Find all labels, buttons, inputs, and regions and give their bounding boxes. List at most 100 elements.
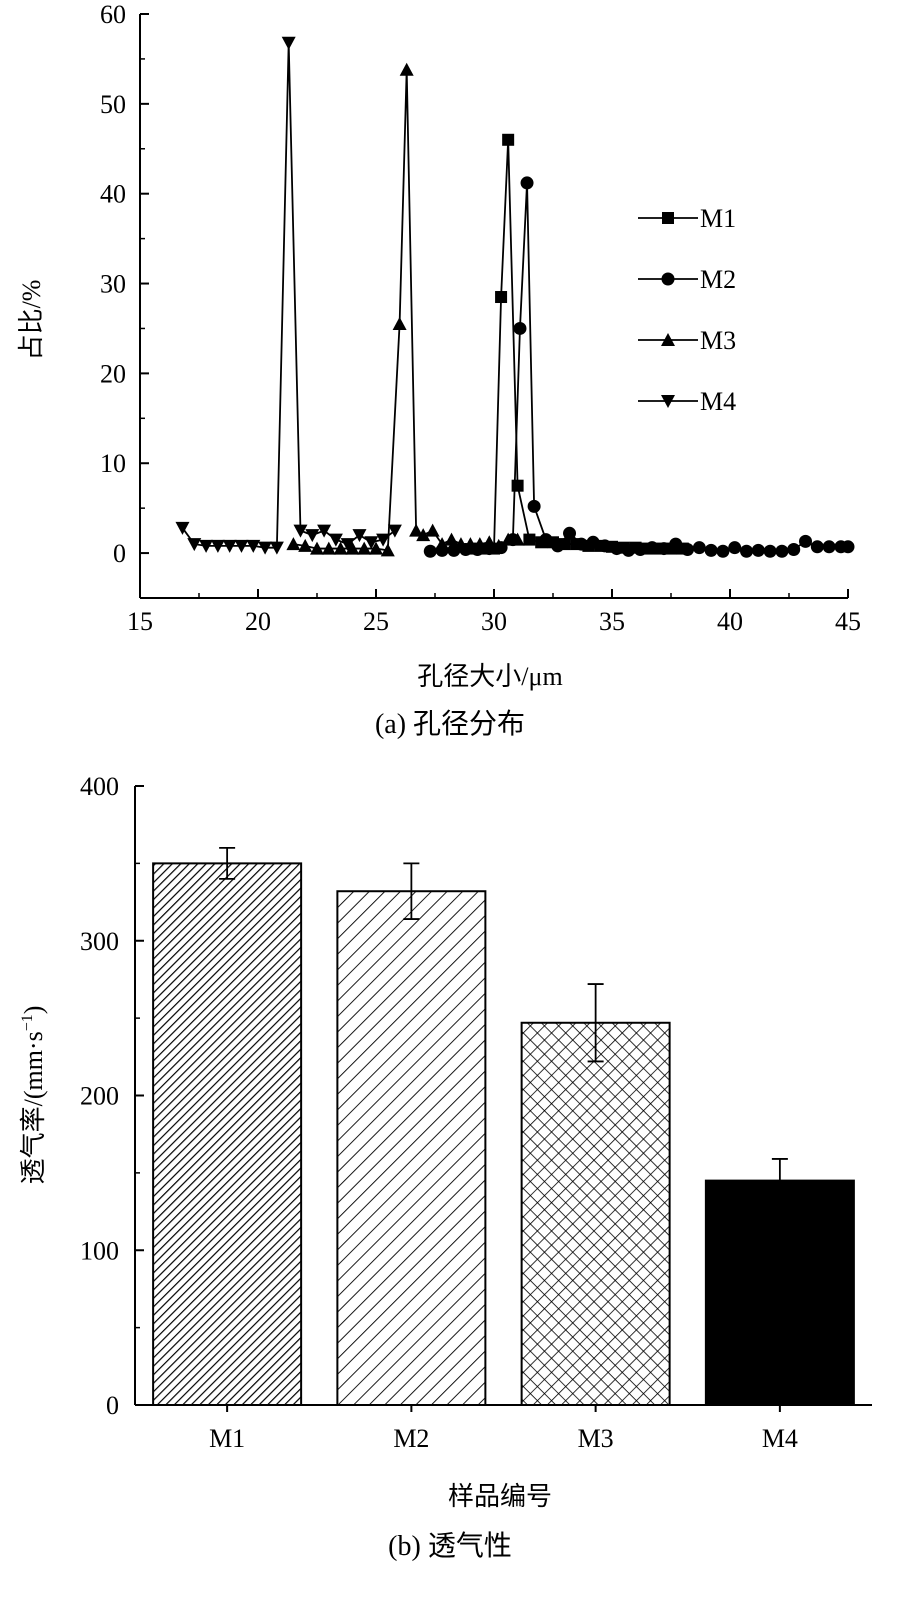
data-point-m2 [728, 541, 742, 555]
data-point-m2 [539, 533, 553, 547]
data-point-m2 [527, 499, 541, 513]
data-point-m2 [598, 539, 612, 553]
pore-x-tick-label: 15 [127, 607, 153, 636]
data-point-m2 [610, 542, 624, 556]
data-point-m3 [463, 537, 478, 551]
permeability-y-tick-label: 200 [80, 1082, 119, 1111]
data-point-m4 [187, 538, 202, 552]
data-point-m4 [269, 541, 284, 555]
error-bar-m4 [771, 1158, 788, 1204]
data-point-m3 [286, 537, 301, 551]
pore-y-tick-label: 30 [100, 270, 126, 299]
data-point-m4 [387, 524, 402, 538]
data-point-m3 [416, 528, 431, 542]
data-point-m3 [333, 541, 348, 555]
permeability-y-tick-label: 100 [80, 1236, 119, 1265]
data-point-m3 [501, 532, 516, 546]
legend-label-m2: M2 [700, 265, 736, 294]
pore-chart-x-ticks: 15 20 25 30 35 40 45 [127, 589, 861, 636]
data-point-m2 [669, 537, 683, 551]
legend-entry-m1: M1 [638, 204, 736, 233]
permeability-y-tick-label: 0 [106, 1391, 119, 1420]
pore-y-tick-label: 20 [100, 359, 126, 388]
permeability-chart-y-label: 透气率/(mm·s−1) [19, 1006, 48, 1185]
permeability-chart-error-bars [219, 847, 788, 1204]
data-point-m3 [491, 538, 506, 552]
data-point-m2 [513, 321, 527, 335]
data-point-m2 [716, 544, 730, 558]
pore-chart-y-ticks: 0 10 20 30 40 50 60 [100, 0, 149, 568]
legend-marker-m1 [662, 212, 674, 224]
pore-y-tick-label: 0 [113, 539, 126, 568]
legend-entry-m2: M2 [638, 265, 736, 294]
data-point-m2 [551, 539, 565, 553]
category-label-m1: M1 [209, 1424, 245, 1453]
series-m2 [423, 176, 855, 558]
data-point-m3 [482, 535, 497, 549]
data-point-m3 [392, 316, 407, 330]
pore-x-tick-label: 20 [245, 607, 271, 636]
data-point-m4 [210, 539, 225, 553]
data-point-m1 [523, 533, 536, 546]
bar-m2 [336, 890, 487, 1406]
pore-y-tick-label: 10 [100, 449, 126, 478]
data-point-m3 [369, 541, 383, 555]
data-point-m2 [704, 543, 718, 557]
data-point-m3 [310, 541, 324, 555]
permeability-chart-bars [152, 862, 855, 1407]
data-point-m1 [502, 133, 515, 146]
bar-m3 [520, 1021, 671, 1407]
legend-marker-m3 [661, 333, 675, 346]
error-bar-m1 [219, 847, 236, 880]
pore-chart-axes [139, 14, 848, 599]
pore-chart-y-label: 占比/% [17, 280, 46, 361]
bar-m1 [152, 862, 303, 1406]
series-m4 [175, 36, 402, 555]
data-point-m4 [328, 533, 343, 547]
data-point-m2 [810, 540, 824, 554]
data-point-m4 [364, 536, 379, 550]
legend-label-m1: M1 [700, 204, 736, 233]
data-point-m3 [409, 523, 424, 537]
permeability-chart-y-ticks: 0 100 200 300 400 [80, 772, 144, 1420]
permeability-chart-x-label: 样品编号 [448, 1482, 552, 1511]
pore-x-tick-label: 45 [835, 607, 861, 636]
data-point-m2 [841, 540, 855, 554]
data-point-m4 [376, 533, 391, 547]
data-point-m4 [352, 529, 367, 543]
data-point-m4 [234, 539, 249, 553]
data-point-m2 [822, 540, 836, 554]
pore-x-tick-label: 30 [481, 607, 507, 636]
data-point-m4 [340, 538, 355, 552]
pore-x-tick-label: 25 [363, 607, 389, 636]
data-point-m3 [453, 537, 468, 551]
data-point-m2 [799, 534, 813, 548]
permeability-y-tick-label: 300 [80, 927, 119, 956]
data-point-m2 [645, 541, 659, 555]
data-point-m4 [305, 529, 320, 543]
pore-chart-series [175, 36, 855, 558]
pore-chart-legend: M1 M2 M3 M4 [638, 204, 736, 416]
data-point-m2 [775, 544, 789, 558]
permeability-chart-x-ticks: M1 M2 M3 M4 [209, 1405, 798, 1453]
pore-y-tick-label: 50 [100, 90, 126, 119]
data-point-m3 [298, 538, 313, 552]
category-label-m3: M3 [578, 1424, 614, 1453]
pore-x-tick-label: 35 [599, 607, 625, 636]
series-line-m3 [293, 69, 518, 552]
error-bar-m3 [587, 983, 604, 1063]
data-point-m2 [423, 544, 437, 558]
pore-chart-x-label: 孔径大小/μm [417, 662, 562, 691]
data-point-m3 [345, 541, 360, 555]
data-point-m3 [399, 62, 414, 76]
data-point-m2 [574, 537, 588, 551]
data-point-m3 [321, 541, 336, 555]
data-point-m3 [425, 523, 440, 537]
series-line-m4 [181, 42, 396, 549]
data-point-m2 [751, 543, 765, 557]
data-point-m2 [681, 542, 695, 556]
permeability-chart: 0 100 200 300 400 M1 M2 M3 M4 透气率/(mm·s−1) 样品编号… [19, 772, 872, 1562]
data-point-m2 [763, 544, 777, 558]
data-point-m3 [380, 543, 395, 557]
error-bar-m2 [403, 862, 420, 920]
